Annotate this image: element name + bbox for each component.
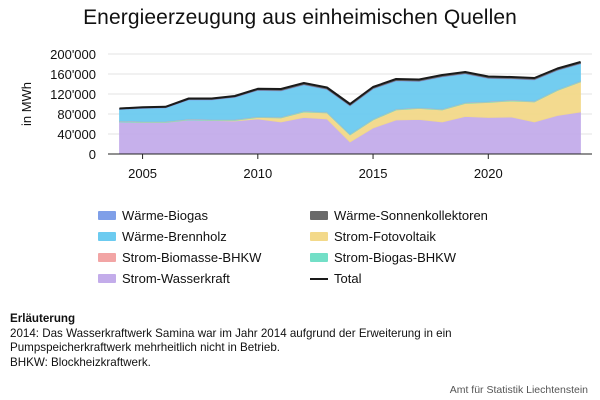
x-tick-label: 2015	[359, 166, 388, 181]
legend-swatch	[310, 211, 328, 220]
legend-item: Wärme-Brennholz	[98, 229, 227, 244]
area-layers	[119, 61, 581, 155]
y-tick-label: 200'000	[50, 47, 96, 62]
y-tick-label: 160'000	[50, 67, 96, 82]
x-axis: 2005 2010 2015 2020	[108, 153, 592, 181]
footnote-heading: Erläuterung	[10, 312, 76, 325]
legend-swatch	[98, 211, 116, 220]
legend-item: Wärme-Sonnenkollektoren	[310, 208, 488, 223]
y-axis-label: in MWh	[19, 82, 34, 126]
source-label: Amt für Statistik Liechtenstein	[449, 384, 588, 396]
y-tick-label: 40'000	[57, 127, 96, 142]
y-axis: 0 40'000 80'000 120'000 160'000 200'000	[50, 47, 96, 162]
legend-item: Strom-Fotovoltaik	[310, 229, 436, 244]
footnote-line: BHKW: Blockheizkraftwerk.	[10, 355, 151, 369]
legend-swatch	[310, 232, 328, 241]
legend-label: Wärme-Biogas	[122, 208, 208, 223]
total-line	[119, 61, 581, 110]
legend-line-swatch	[310, 277, 328, 280]
legend-label: Total	[334, 271, 362, 286]
legend-label: Strom-Wasserkraft	[122, 271, 230, 286]
x-tick-label: 2005	[128, 166, 157, 181]
legend-swatch	[98, 253, 116, 262]
legend-label: Wärme-Brennholz	[122, 229, 227, 244]
footnote-line: Pumpspeicherkraftwerk mehrheitlich nicht…	[10, 341, 280, 355]
legend-swatch	[98, 232, 116, 241]
total-line-group	[119, 61, 581, 110]
chart-canvas: 2005 2010 2015 2020 0 40'000 80'000 120'000 160…	[19, 47, 592, 181]
y-tick-label: 120'000	[50, 87, 96, 102]
y-tick-label: 80'000	[57, 107, 96, 122]
legend-item: Wärme-Biogas	[98, 208, 208, 223]
x-tick-label: 2010	[243, 166, 272, 181]
legend-label: Strom-Biomasse-BHKW	[122, 250, 262, 265]
x-tick-label: 2020	[474, 166, 503, 181]
y-tick-label: 0	[89, 147, 96, 162]
legend-swatch	[98, 274, 116, 283]
legend-swatch	[310, 253, 328, 262]
chart-title: Energieerzeugung aus einheimischen Quell…	[83, 6, 517, 29]
legend-item: Strom-Wasserkraft	[98, 271, 230, 286]
legend-label: Strom-Fotovoltaik	[334, 229, 436, 244]
legend-label: Wärme-Sonnenkollektoren	[334, 208, 488, 223]
legend-item: Strom-Biomasse-BHKW	[98, 250, 261, 265]
footnote-line: 2014: Das Wasserkraftwerk Samina war im …	[10, 326, 452, 340]
footnote: Erläuterung 2014: Das Wasserkraftwerk Sa…	[10, 312, 570, 370]
legend-item: Total	[310, 271, 361, 286]
legend-label: Strom-Biogas-BHKW	[334, 250, 457, 265]
legend-item: Strom-Biogas-BHKW	[310, 250, 456, 265]
